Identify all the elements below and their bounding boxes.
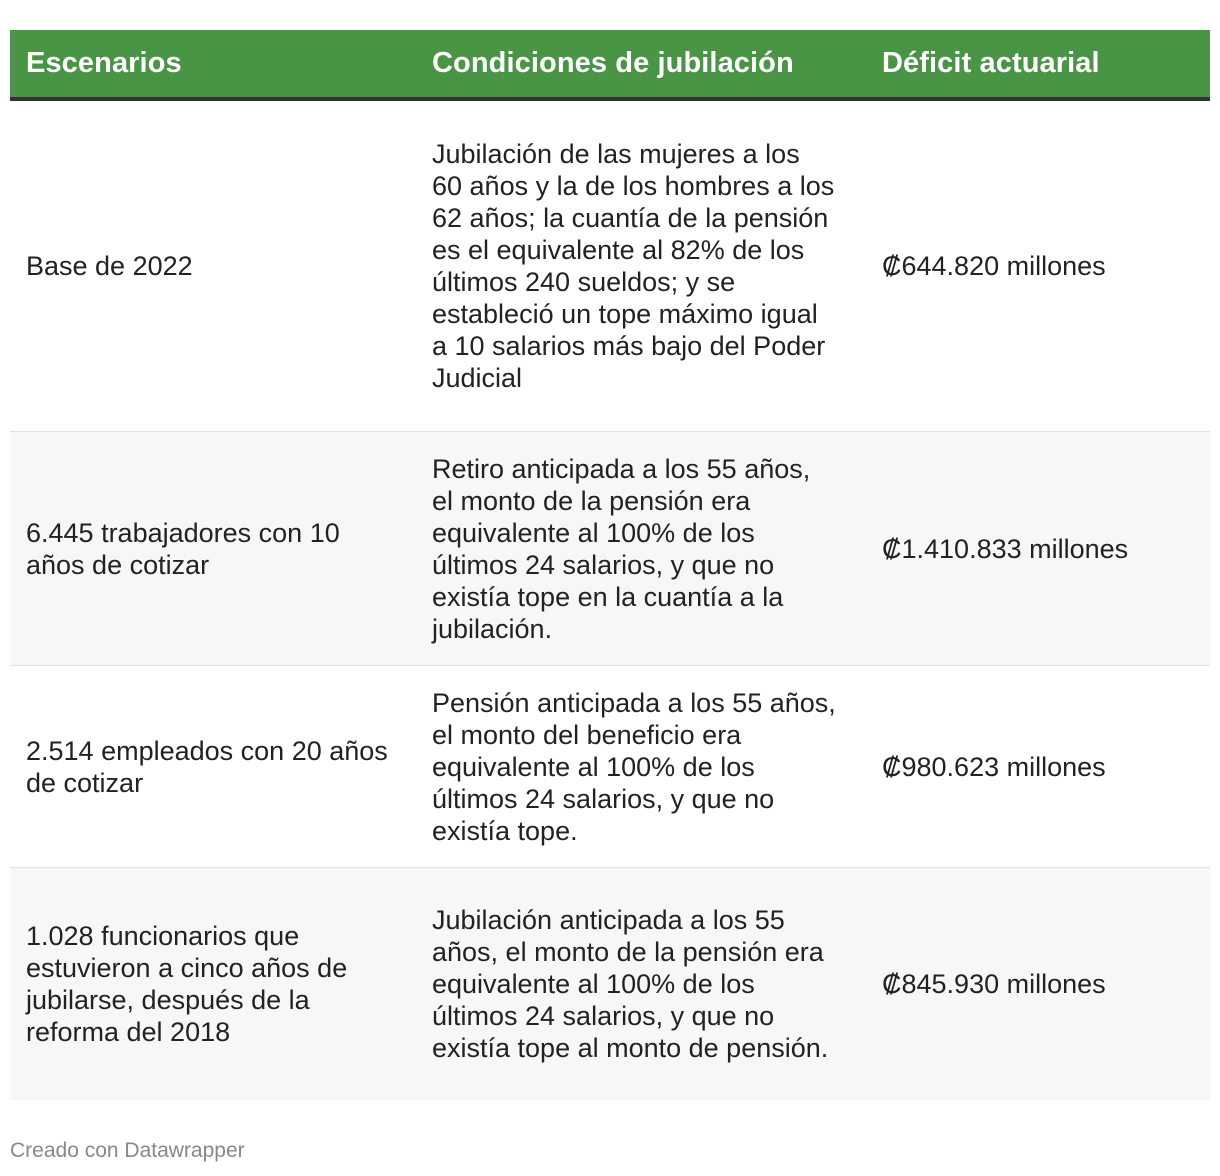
- cell-conditions: Pensión anticipada a los 55 años, el mon…: [416, 665, 866, 868]
- header-escenarios[interactable]: Escenarios: [10, 30, 416, 101]
- cell-conditions: Retiro anticipada a los 55 años, el mont…: [416, 431, 866, 666]
- cell-deficit: ₡980.623 millones: [866, 665, 1210, 868]
- table-row: 1.028 funcionarios que estuvieron a cinc…: [10, 867, 1210, 1100]
- table-row: 6.445 trabajadores con 10 años de cotiza…: [10, 431, 1210, 666]
- header-row: Escenarios Condiciones de jubilación Déf…: [10, 30, 1210, 101]
- table-row: Base de 2022 Jubilación de las mujeres a…: [10, 99, 1210, 432]
- datawrapper-credit[interactable]: Creado con Datawrapper: [10, 1139, 245, 1162]
- table-body: Base de 2022 Jubilación de las mujeres a…: [10, 99, 1210, 1100]
- header-deficit[interactable]: Déficit actuarial: [866, 30, 1210, 101]
- cell-scenario: 1.028 funcionarios que estuvieron a cinc…: [26, 921, 348, 1047]
- cell-conditions: Jubilación de las mujeres a los 60 años …: [416, 99, 866, 432]
- cell-scenario: 6.445 trabajadores con 10 años de cotiza…: [10, 431, 416, 666]
- pension-scenarios-table: Escenarios Condiciones de jubilación Déf…: [10, 30, 1210, 1100]
- table-row: 2.514 empleados con 20 años de cotizar P…: [10, 665, 1210, 868]
- header-condiciones[interactable]: Condiciones de jubilación: [416, 30, 866, 101]
- cell-deficit: ₡644.820 millones: [866, 99, 1210, 432]
- cell-conditions: Jubilación anticipada a los 55 años, el …: [432, 905, 829, 1063]
- cell-deficit: ₡845.930 millones: [882, 969, 1106, 999]
- cell-deficit: ₡1.410.833 millones: [866, 431, 1210, 666]
- cell-scenario: 2.514 empleados con 20 años de cotizar: [10, 665, 416, 868]
- data-table-container: Escenarios Condiciones de jubilación Déf…: [10, 30, 1210, 1100]
- cell-scenario: Base de 2022: [10, 99, 416, 432]
- table-header: Escenarios Condiciones de jubilación Déf…: [10, 30, 1210, 101]
